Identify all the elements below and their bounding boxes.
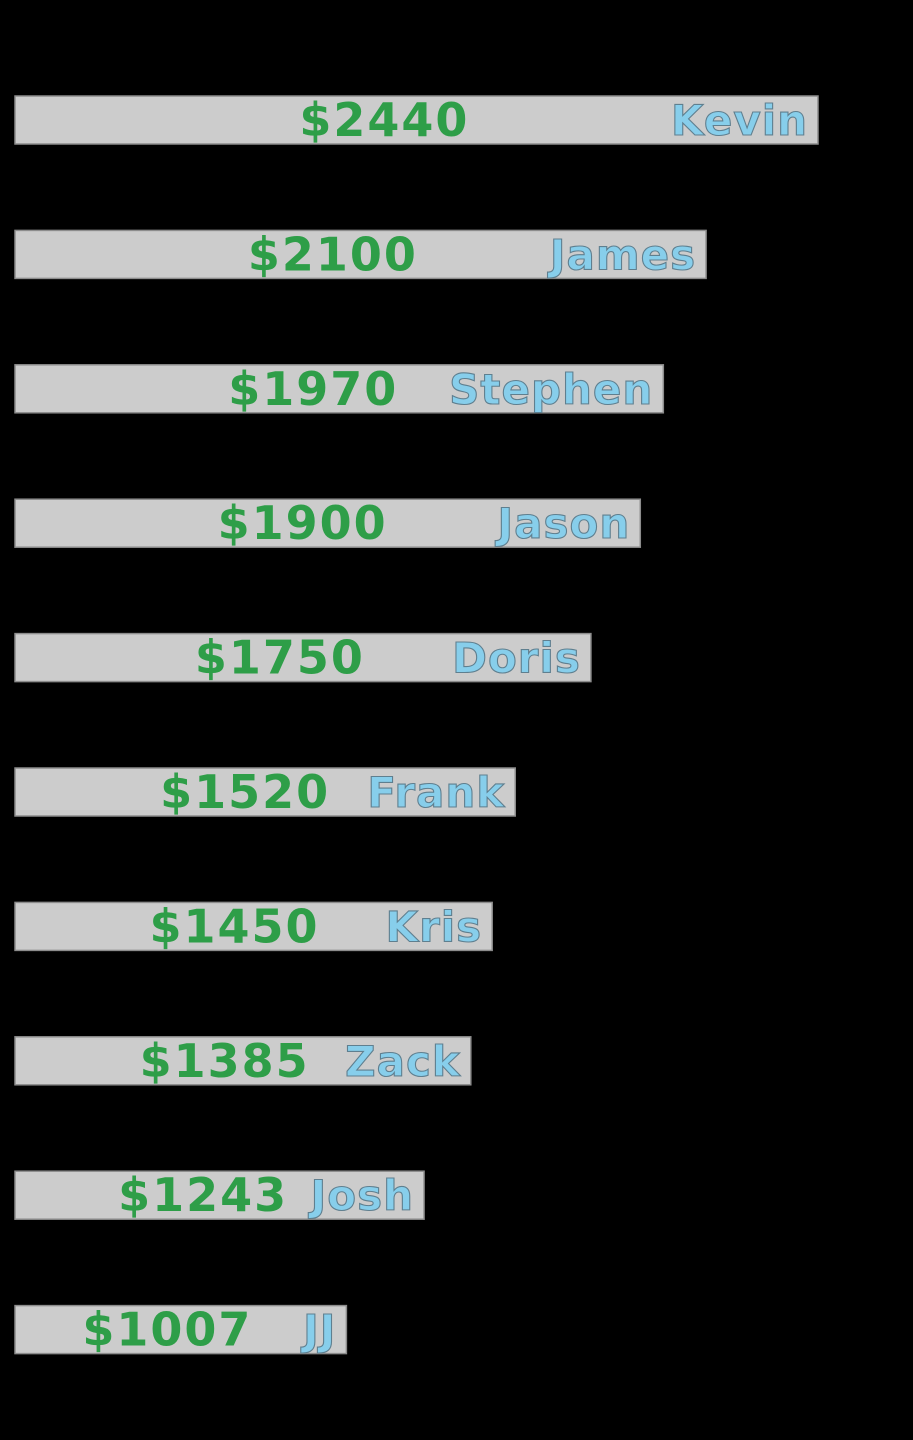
value-label: $2100 <box>248 227 418 281</box>
category-label: JJ <box>300 1306 336 1355</box>
value-label: $1520 <box>160 765 330 819</box>
category-label: Josh <box>308 1171 414 1220</box>
value-label: $2440 <box>299 93 469 147</box>
category-label: Kris <box>386 902 483 951</box>
value-label: $1970 <box>228 362 398 416</box>
category-label: Stephen <box>449 365 653 414</box>
value-label: $1007 <box>82 1303 252 1357</box>
category-label: James <box>547 230 696 279</box>
value-label: $1900 <box>218 496 388 550</box>
category-label: Jason <box>495 499 631 548</box>
category-label: Kevin <box>671 96 808 145</box>
value-label: $1750 <box>195 631 365 685</box>
value-label: $1385 <box>140 1034 310 1088</box>
value-label: $1243 <box>118 1168 288 1222</box>
value-label: $1450 <box>149 899 319 953</box>
category-label: Doris <box>452 634 581 683</box>
category-label: Zack <box>345 1037 461 1086</box>
category-label: Frank <box>367 768 505 817</box>
